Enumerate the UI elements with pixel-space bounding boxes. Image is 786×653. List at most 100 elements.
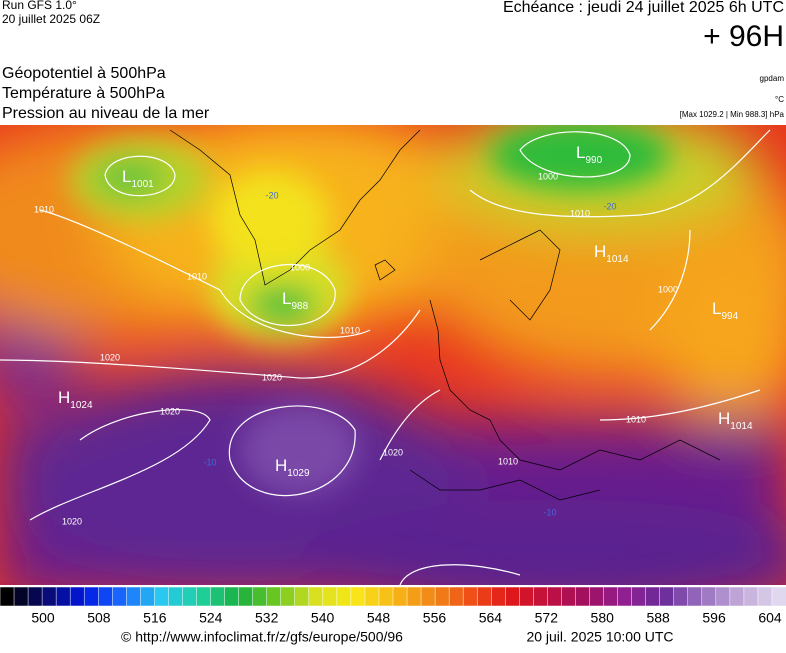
unit: gpdam	[760, 74, 785, 83]
scale-swatch	[687, 586, 703, 607]
scale-swatch	[392, 586, 408, 607]
scale-tick-label: 524	[199, 610, 223, 626]
contour-label: 1010	[570, 208, 590, 218]
contour-label: -10	[203, 457, 216, 467]
scale-swatch	[69, 586, 85, 607]
scale-swatch	[448, 586, 464, 607]
scale-tick-label: 564	[479, 610, 503, 626]
scale-swatch	[547, 586, 563, 607]
scale-swatch	[462, 586, 478, 607]
contour-label: 1020	[383, 447, 403, 457]
scale-swatch	[168, 586, 184, 607]
scale-swatch	[0, 586, 15, 607]
scale-swatch	[13, 586, 29, 607]
scale-swatch	[757, 586, 773, 607]
scale-swatch	[715, 586, 731, 607]
contour-label: 1000	[658, 284, 678, 294]
isobars	[0, 129, 771, 585]
scale-tick-label: 508	[87, 610, 111, 626]
scale-tick-label: 540	[311, 610, 335, 626]
center-kind: H	[275, 456, 287, 475]
scale-tick-label: 548	[367, 610, 391, 626]
scale-swatch	[659, 586, 675, 607]
contour-label: 1010	[626, 414, 646, 424]
scale-swatch	[83, 586, 100, 607]
scale-swatch	[224, 586, 240, 607]
scale-swatch	[238, 586, 254, 607]
scale-swatch	[112, 586, 128, 607]
scale-tick-label: 588	[646, 610, 670, 626]
scale-swatch	[364, 586, 380, 607]
center-kind: H	[594, 242, 606, 261]
source-url: © http://www.infoclimat.fr/z/gfs/europe/…	[121, 629, 403, 645]
center-kind: L	[282, 289, 291, 308]
center-kind: H	[58, 388, 70, 407]
scale-tick-label: 500	[31, 610, 55, 626]
scale-swatch	[322, 586, 338, 607]
scale-swatch	[673, 586, 689, 607]
scale-tick-label: 596	[702, 610, 726, 626]
pressure-center: H1029	[275, 456, 310, 478]
scale-swatch	[55, 586, 71, 607]
scale-swatch	[603, 586, 619, 607]
scale-swatch	[420, 586, 436, 607]
valid-time: Echéance : jeudi 24 juillet 2025 6h UTC	[503, 0, 784, 16]
scale-swatch	[701, 586, 717, 607]
scale-tick-label: 604	[758, 610, 782, 626]
pressure-center: L994	[712, 299, 739, 321]
scale-swatch	[41, 586, 57, 607]
pressure-center: L1001	[122, 167, 154, 189]
scale-tick-label: 580	[591, 610, 615, 626]
pressure-center: H1024	[58, 388, 93, 410]
center-kind: L	[576, 143, 585, 162]
center-value: 988	[291, 301, 308, 312]
scale-swatch	[589, 586, 605, 607]
color-scale: 500 508 516 524 532 540 548 556 564 572 580 588 596 6…	[0, 586, 786, 626]
run-date: 20 juillet 2025 06Z	[2, 12, 100, 26]
center-kind: L	[122, 167, 131, 186]
run: Run GFS 1.0°	[2, 0, 77, 12]
scale-swatch	[280, 586, 296, 607]
contour-label: 1010	[498, 456, 518, 466]
scale-swatch	[743, 586, 759, 607]
unit: °C	[775, 95, 784, 104]
lead-time: + 96H	[703, 20, 784, 53]
scale-swatch	[505, 586, 521, 607]
pressure-center: H1014	[718, 409, 753, 431]
contour-label: -20	[603, 201, 616, 211]
scale-tick-label: 516	[143, 610, 167, 626]
layer: Géopotentiel à 500hPa	[2, 65, 166, 82]
temperature-cores	[70, 125, 670, 495]
contour-label: 1010	[187, 271, 207, 281]
scale-swatch	[154, 586, 170, 607]
contour-label: 1000	[538, 171, 558, 181]
scale-swatch	[140, 586, 156, 607]
scale-swatch	[406, 586, 422, 607]
map	[0, 125, 786, 585]
scale-swatch	[308, 586, 324, 607]
scale-swatch	[575, 586, 591, 607]
scale-swatch	[476, 586, 493, 607]
scale-swatch	[350, 586, 366, 607]
map-labels: L1001L990L988H1024H1029L994H1014H1014101…	[34, 143, 753, 526]
scale-tick-label: 556	[423, 610, 447, 626]
coastlines	[169, 129, 721, 501]
contour-label: 1020	[160, 406, 180, 416]
center-value: 990	[585, 155, 602, 166]
pressure-center: H1014	[594, 242, 629, 264]
center-value: 1001	[131, 179, 154, 190]
contour-label: 1010	[340, 325, 360, 335]
center-value: 1014	[730, 421, 753, 432]
scale-swatch	[491, 586, 507, 607]
layer: Pression au niveau de la mer	[2, 105, 210, 122]
scale-swatch	[294, 586, 310, 607]
scale-swatch	[126, 586, 142, 607]
layer: Température à 500hPa	[2, 85, 165, 102]
center-value: 994	[721, 311, 738, 322]
scale-swatch	[645, 586, 661, 607]
scale-swatch	[210, 586, 226, 607]
contour-label: 1020	[100, 352, 120, 362]
scale-tick-label: 532	[255, 610, 279, 626]
center-value: 1014	[606, 254, 629, 265]
